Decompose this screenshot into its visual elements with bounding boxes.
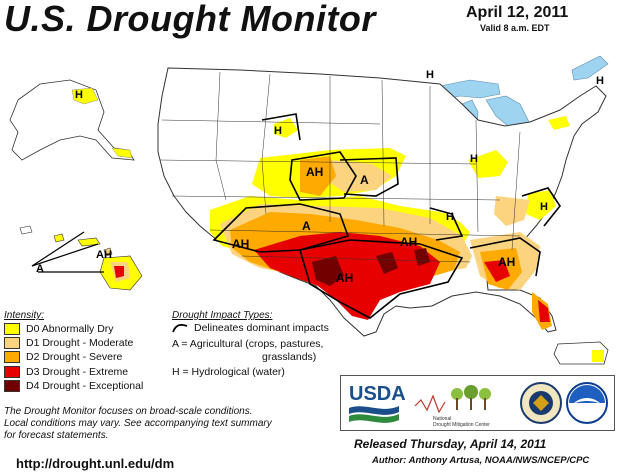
impact-agricultural-cont: grasslands): [262, 351, 317, 363]
website-link[interactable]: http://drought.unl.edu/dm: [16, 456, 175, 471]
usda-text: USDA: [349, 383, 406, 405]
noaa-logo-icon: [566, 382, 608, 424]
legend-label: D3 Drought - Extreme: [26, 365, 129, 378]
label-nm-ah: AH: [232, 237, 249, 251]
legend-item: D0 Abnormally Dry: [4, 322, 143, 335]
label-la-ah: AH: [400, 235, 417, 249]
label-mi-h: H: [470, 153, 478, 165]
drought-areas: [210, 116, 570, 330]
alaska: [9, 79, 135, 161]
label-ga-ah: AH: [498, 255, 515, 269]
label-tx-ah: AH: [336, 271, 353, 285]
legend-swatch-d3: [4, 365, 20, 378]
usda-logo: USDA: [349, 383, 406, 423]
note-line: The Drought Monitor focuses on broad-sca…: [4, 406, 253, 417]
label-co-a: A: [302, 219, 311, 233]
legend-swatch-d0: [4, 322, 20, 335]
legend-label: D2 Drought - Severe: [26, 351, 123, 364]
label-wi-h: H: [426, 69, 434, 81]
label-ks-a: A: [360, 173, 369, 187]
note-line: Local conditions may vary. See accompany…: [4, 418, 272, 429]
legend-swatch-d4: [4, 380, 20, 393]
legend-swatch-d2: [4, 351, 20, 364]
impact-delineates: Delineates dominant impacts: [194, 322, 329, 334]
intensity-legend: D0 Abnormally Dry D1 Drought - Moderate …: [4, 322, 143, 394]
map-title: U.S. Drought Monitor: [4, 0, 376, 39]
impact-types-title: Drought Impact Types:: [172, 310, 273, 321]
impact-agricultural: A = Agricultural (crops, pastures,: [172, 338, 324, 350]
impact-hydrological: H = Hydrological (water): [172, 366, 285, 378]
impact-boundaries: [212, 113, 561, 319]
released-date: Released Thursday, April 14, 2011: [354, 437, 547, 451]
label-me-h: H: [596, 75, 604, 87]
valid-time: Valid 8 a.m. EDT: [480, 23, 550, 33]
legend-item: D2 Drought - Severe: [4, 351, 143, 364]
legend-item: D1 Drought - Moderate: [4, 336, 143, 349]
legend-swatch-d1: [4, 336, 20, 349]
label-ct-h: H: [446, 211, 454, 223]
disclaimer-note: The Drought Monitor focuses on broad-sca…: [4, 406, 314, 442]
legend-item: D3 Drought - Extreme: [4, 365, 143, 378]
legend-label: D0 Abnormally Dry: [26, 322, 114, 335]
author-credit: Author: Anthony Artusa, NOAA/NWS/NCEP/CP…: [372, 455, 590, 466]
legend-label: D4 Drought - Exceptional: [26, 380, 144, 393]
label-hi-ah: AH: [96, 249, 112, 261]
label-ne-ah: AH: [306, 165, 323, 179]
doc-seal-icon: [520, 382, 562, 424]
hawaii: [19, 225, 143, 291]
delineation-line-icon: [172, 324, 188, 333]
agency-logos: USDA National Drought Mitigation Center: [340, 375, 615, 431]
state-borders: [159, 71, 521, 263]
label-ak-h: H: [75, 89, 83, 101]
note-line: for forecast statements.: [4, 430, 109, 441]
label-va-h: H: [540, 201, 548, 213]
label-mt-h: H: [274, 125, 282, 137]
ndmc-logo: National Drought Mitigation Center: [414, 385, 491, 428]
intensity-title: Intensity:: [4, 310, 45, 321]
legend-label: D1 Drought - Moderate: [26, 336, 134, 349]
legend-item: D4 Drought - Exceptional: [4, 380, 143, 393]
puerto-rico: [553, 341, 609, 365]
ndmc-text-2: Drought Mitigation Center: [433, 422, 490, 428]
map-date: April 12, 2011: [466, 4, 569, 21]
label-hi-a: A: [36, 263, 44, 275]
ndmc-text-1: National: [433, 416, 451, 422]
